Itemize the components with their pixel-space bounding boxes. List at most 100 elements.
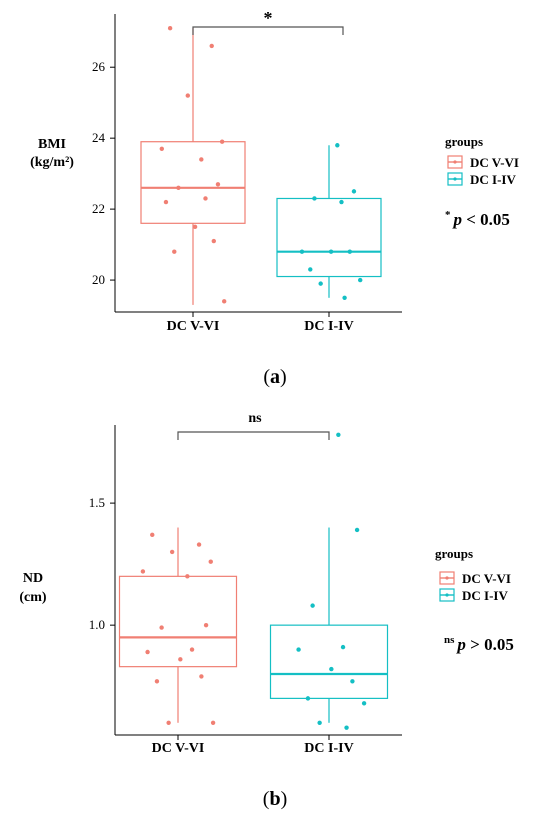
- legend-title-a: groups: [445, 134, 483, 149]
- significance-bracket-a: [192, 26, 344, 35]
- legend-label: DC V-VI: [462, 571, 511, 586]
- data-point: [350, 679, 355, 684]
- legend-b: DC V-VI DC I-IV: [439, 571, 511, 603]
- y-tick-label: 1.0: [89, 617, 105, 632]
- points-b: [140, 432, 367, 730]
- data-point: [317, 720, 322, 725]
- y-label-a-line2: (kg/m²): [30, 155, 74, 170]
- data-point: [312, 196, 317, 201]
- data-point: [209, 43, 214, 49]
- y-ticks-b: 1.0 1.5: [89, 495, 115, 632]
- data-point: [178, 657, 183, 662]
- data-point: [150, 532, 155, 538]
- data-point: [305, 696, 311, 701]
- data-point: [185, 574, 190, 579]
- data-point: [347, 249, 352, 254]
- boxes-a: [140, 28, 382, 305]
- data-point: [318, 281, 323, 286]
- significance-bracket-b: [177, 431, 330, 440]
- data-point: [199, 674, 204, 679]
- panel-b: 1.01.5 DC V-VI DC I-IV ns ND (cm) groups …: [19, 411, 513, 810]
- legend-key-point: [453, 160, 457, 164]
- significance-label-a: *: [264, 8, 273, 28]
- data-point: [192, 224, 198, 230]
- box: [140, 141, 246, 224]
- data-point: [344, 725, 349, 730]
- legend-label: DC V-VI: [470, 155, 519, 170]
- data-point: [166, 720, 171, 725]
- x-tick-label: DC V-VI: [167, 319, 220, 334]
- panel-a: 20 22 24 26 DC V-VI DC I-IV * BMI (kg/m²) gr…: [30, 8, 519, 388]
- box: [276, 197, 382, 278]
- data-point: [169, 549, 175, 555]
- data-point: [335, 143, 340, 148]
- x-tick-label: DC I-IV: [304, 741, 353, 756]
- data-point: [358, 277, 363, 283]
- data-point: [336, 432, 341, 437]
- data-point: [210, 720, 216, 725]
- caption-b: (b): [263, 788, 287, 810]
- data-point: [354, 527, 360, 533]
- box: [269, 624, 389, 699]
- data-point: [328, 249, 334, 254]
- data-point: [329, 666, 334, 672]
- legend-key-point: [445, 593, 449, 597]
- p-note-b: ns p > 0.05: [444, 634, 514, 654]
- data-point: [172, 249, 177, 254]
- caption-a: (a): [263, 366, 286, 388]
- data-point: [196, 542, 202, 547]
- data-point: [310, 603, 315, 608]
- data-point: [308, 267, 313, 272]
- points-a: [159, 25, 363, 304]
- x-ticks-a: DC V-VI DC I-IV: [167, 312, 354, 334]
- data-point: [222, 299, 227, 304]
- data-point: [296, 647, 301, 652]
- data-point: [211, 238, 216, 244]
- legend-label: DC I-IV: [470, 172, 516, 187]
- x-ticks-b: DC V-VI DC I-IV: [152, 735, 354, 756]
- x-tick-label: DC I-IV: [304, 319, 353, 334]
- y-tick-label: 20: [92, 272, 105, 287]
- legend-label: DC I-IV: [462, 588, 508, 603]
- data-point: [299, 249, 305, 254]
- data-point: [159, 146, 164, 152]
- data-point: [185, 93, 190, 98]
- y-tick-label: 1.5: [89, 495, 105, 510]
- data-point: [140, 569, 146, 574]
- data-point: [342, 295, 347, 301]
- y-tick-label: 24: [92, 130, 106, 145]
- x-tick-label: DC V-VI: [152, 741, 205, 756]
- legend-key-point: [453, 177, 457, 181]
- y-tick-label: 26: [92, 59, 106, 74]
- significance-label-b: ns: [248, 411, 262, 426]
- p-note-a: * p < 0.05: [445, 209, 510, 229]
- data-point: [154, 679, 160, 684]
- data-point: [340, 644, 346, 650]
- boxes-b: [118, 527, 389, 723]
- data-point: [208, 559, 213, 564]
- y-label-a-line1: BMI: [38, 137, 66, 152]
- y-label-b-line1: ND: [23, 571, 43, 586]
- data-point: [176, 185, 181, 191]
- data-point: [351, 189, 357, 194]
- legend-a: DC V-VI DC I-IV: [447, 155, 519, 187]
- data-point: [203, 622, 209, 628]
- y-tick-label: 22: [92, 201, 105, 216]
- y-label-b-line2: (cm): [19, 590, 47, 605]
- data-point: [219, 139, 225, 144]
- data-point: [167, 25, 173, 31]
- box: [118, 575, 238, 668]
- data-point: [189, 647, 195, 652]
- data-point: [159, 625, 164, 630]
- data-point: [361, 701, 367, 706]
- data-point: [145, 649, 150, 655]
- data-point: [339, 199, 344, 205]
- data-point: [163, 199, 169, 205]
- data-point: [215, 182, 221, 187]
- data-point: [199, 157, 204, 162]
- legend-title-b: groups: [435, 546, 473, 561]
- data-point: [203, 196, 208, 201]
- legend-key-point: [445, 576, 449, 580]
- y-ticks-a: 20 22 24 26: [92, 59, 115, 287]
